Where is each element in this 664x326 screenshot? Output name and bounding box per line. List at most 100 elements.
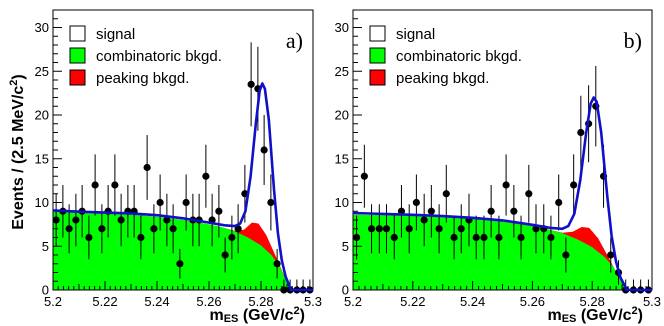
x-axis-title-b-sup: 2 bbox=[632, 305, 638, 317]
data-point bbox=[382, 225, 391, 233]
y-tick-label: 0 bbox=[42, 283, 49, 298]
panel-b: 5.2 5.22 5.24 5.26 5.28 5.3 0 5 10 15 20 25 30 signal… bbox=[335, 9, 661, 309]
x-axis-title-a-close: ) bbox=[300, 307, 305, 324]
data-point bbox=[176, 260, 184, 268]
x-axis-title-b-sub: ES bbox=[562, 313, 577, 325]
y-axis-title-main: Events / (2.5 MeV/c bbox=[10, 86, 27, 230]
x-tick-label: 5.24 bbox=[144, 294, 169, 309]
y-tick-label: 5 bbox=[42, 239, 49, 254]
y-tick-label: 25 bbox=[35, 64, 49, 79]
data-point bbox=[169, 225, 177, 233]
x-axis-title-a-main: m bbox=[209, 307, 223, 324]
data-point bbox=[221, 251, 229, 259]
total-fit-curve bbox=[52, 82, 313, 292]
total-fit-curve bbox=[352, 96, 652, 292]
x-tick-label: 5.2 bbox=[344, 294, 362, 309]
data-point bbox=[502, 181, 510, 189]
y-tick-label: 20 bbox=[35, 108, 49, 123]
x-axis-title-b-main: m bbox=[547, 307, 561, 324]
x-axis-title-b: mES (GeV/c2) bbox=[547, 305, 643, 325]
panel-label: a) bbox=[286, 28, 303, 53]
x-tick-label: 5.26 bbox=[520, 294, 545, 309]
data-point bbox=[111, 181, 119, 189]
data-point bbox=[412, 198, 420, 207]
data-point bbox=[427, 207, 435, 215]
legend-swatch bbox=[369, 69, 386, 86]
data-point bbox=[570, 181, 578, 189]
data-point bbox=[555, 198, 563, 207]
legend-label: combinatoric bkgd. bbox=[96, 48, 222, 65]
x-axis-title-b-unit: (GeV/c bbox=[576, 307, 631, 324]
data-point bbox=[260, 146, 268, 154]
legend-swatch bbox=[69, 69, 86, 86]
data-point bbox=[143, 163, 151, 172]
legend-swatch bbox=[369, 25, 386, 42]
data-point bbox=[495, 233, 503, 242]
data-point bbox=[405, 225, 413, 233]
x-axis-title-a: mES (GeV/c2) bbox=[209, 305, 305, 325]
x-tick-label: 5.3 bbox=[643, 294, 661, 309]
data-point bbox=[280, 286, 288, 294]
legend-label: combinatoric bkgd. bbox=[396, 48, 522, 65]
data-point bbox=[450, 233, 458, 242]
data-point bbox=[607, 251, 615, 259]
x-tick-label: 5.24 bbox=[460, 294, 485, 309]
data-point bbox=[442, 190, 450, 198]
panel-label: b) bbox=[624, 28, 642, 53]
x-axis-title-a-sub: ES bbox=[224, 313, 239, 325]
x-tick-label: 5.2 bbox=[44, 294, 62, 309]
y-tick-label: 5 bbox=[342, 239, 349, 254]
data-point bbox=[234, 225, 242, 233]
legend-swatch bbox=[369, 47, 386, 64]
data-point bbox=[72, 216, 80, 224]
data-point bbox=[577, 128, 585, 137]
x-tick-label: 5.22 bbox=[92, 294, 117, 309]
data-point bbox=[117, 216, 125, 224]
data-point bbox=[517, 233, 525, 242]
data-point bbox=[215, 207, 223, 215]
data-point bbox=[85, 233, 93, 242]
y-tick-label: 15 bbox=[35, 151, 49, 166]
data-point bbox=[367, 225, 376, 233]
data-point bbox=[52, 216, 60, 224]
data-point bbox=[390, 233, 398, 242]
y-axis-title-close: ) bbox=[10, 74, 27, 79]
legend-swatch bbox=[69, 47, 86, 64]
data-point bbox=[98, 225, 106, 233]
x-axis-title-b-close: ) bbox=[638, 307, 643, 324]
data-point bbox=[352, 233, 361, 242]
combinatoric-bkgd-area bbox=[353, 214, 627, 290]
data-point bbox=[562, 251, 570, 259]
legend-label: signal bbox=[96, 26, 135, 43]
data-point bbox=[420, 216, 428, 224]
legend-swatch bbox=[69, 25, 86, 42]
data-point bbox=[457, 225, 465, 233]
y-tick-label: 20 bbox=[335, 108, 349, 123]
data-point bbox=[150, 225, 158, 233]
legend-label: peaking bkgd. bbox=[396, 70, 489, 87]
x-tick-label: 5.28 bbox=[248, 294, 273, 309]
data-point bbox=[65, 225, 73, 233]
x-tick-label: 5.3 bbox=[304, 294, 322, 309]
x-axis-title-a-unit: (GeV/c bbox=[238, 307, 293, 324]
data-point bbox=[480, 233, 488, 242]
legend-label: peaking bkgd. bbox=[96, 70, 189, 87]
data-point bbox=[360, 172, 368, 180]
data-point bbox=[156, 198, 164, 207]
data-point bbox=[91, 181, 99, 189]
x-tick-label: 5.28 bbox=[580, 294, 605, 309]
data-point bbox=[487, 207, 495, 215]
data-point bbox=[525, 190, 533, 198]
data-point bbox=[547, 233, 555, 242]
data-point bbox=[267, 198, 275, 207]
data-point bbox=[182, 198, 190, 207]
y-axis-title-sup: 2 bbox=[8, 80, 20, 86]
y-tick-label: 10 bbox=[35, 195, 49, 210]
data-point bbox=[435, 225, 443, 233]
data-point bbox=[202, 172, 210, 180]
x-tick-label: 5.26 bbox=[196, 294, 221, 309]
y-tick-label: 0 bbox=[342, 283, 349, 298]
panel-a: 5.2 5.22 5.24 5.26 5.28 5.3 0 5 10 15 20 25 30 signal… bbox=[35, 9, 322, 309]
data-point bbox=[510, 207, 518, 215]
y-tick-label: 30 bbox=[335, 20, 349, 35]
